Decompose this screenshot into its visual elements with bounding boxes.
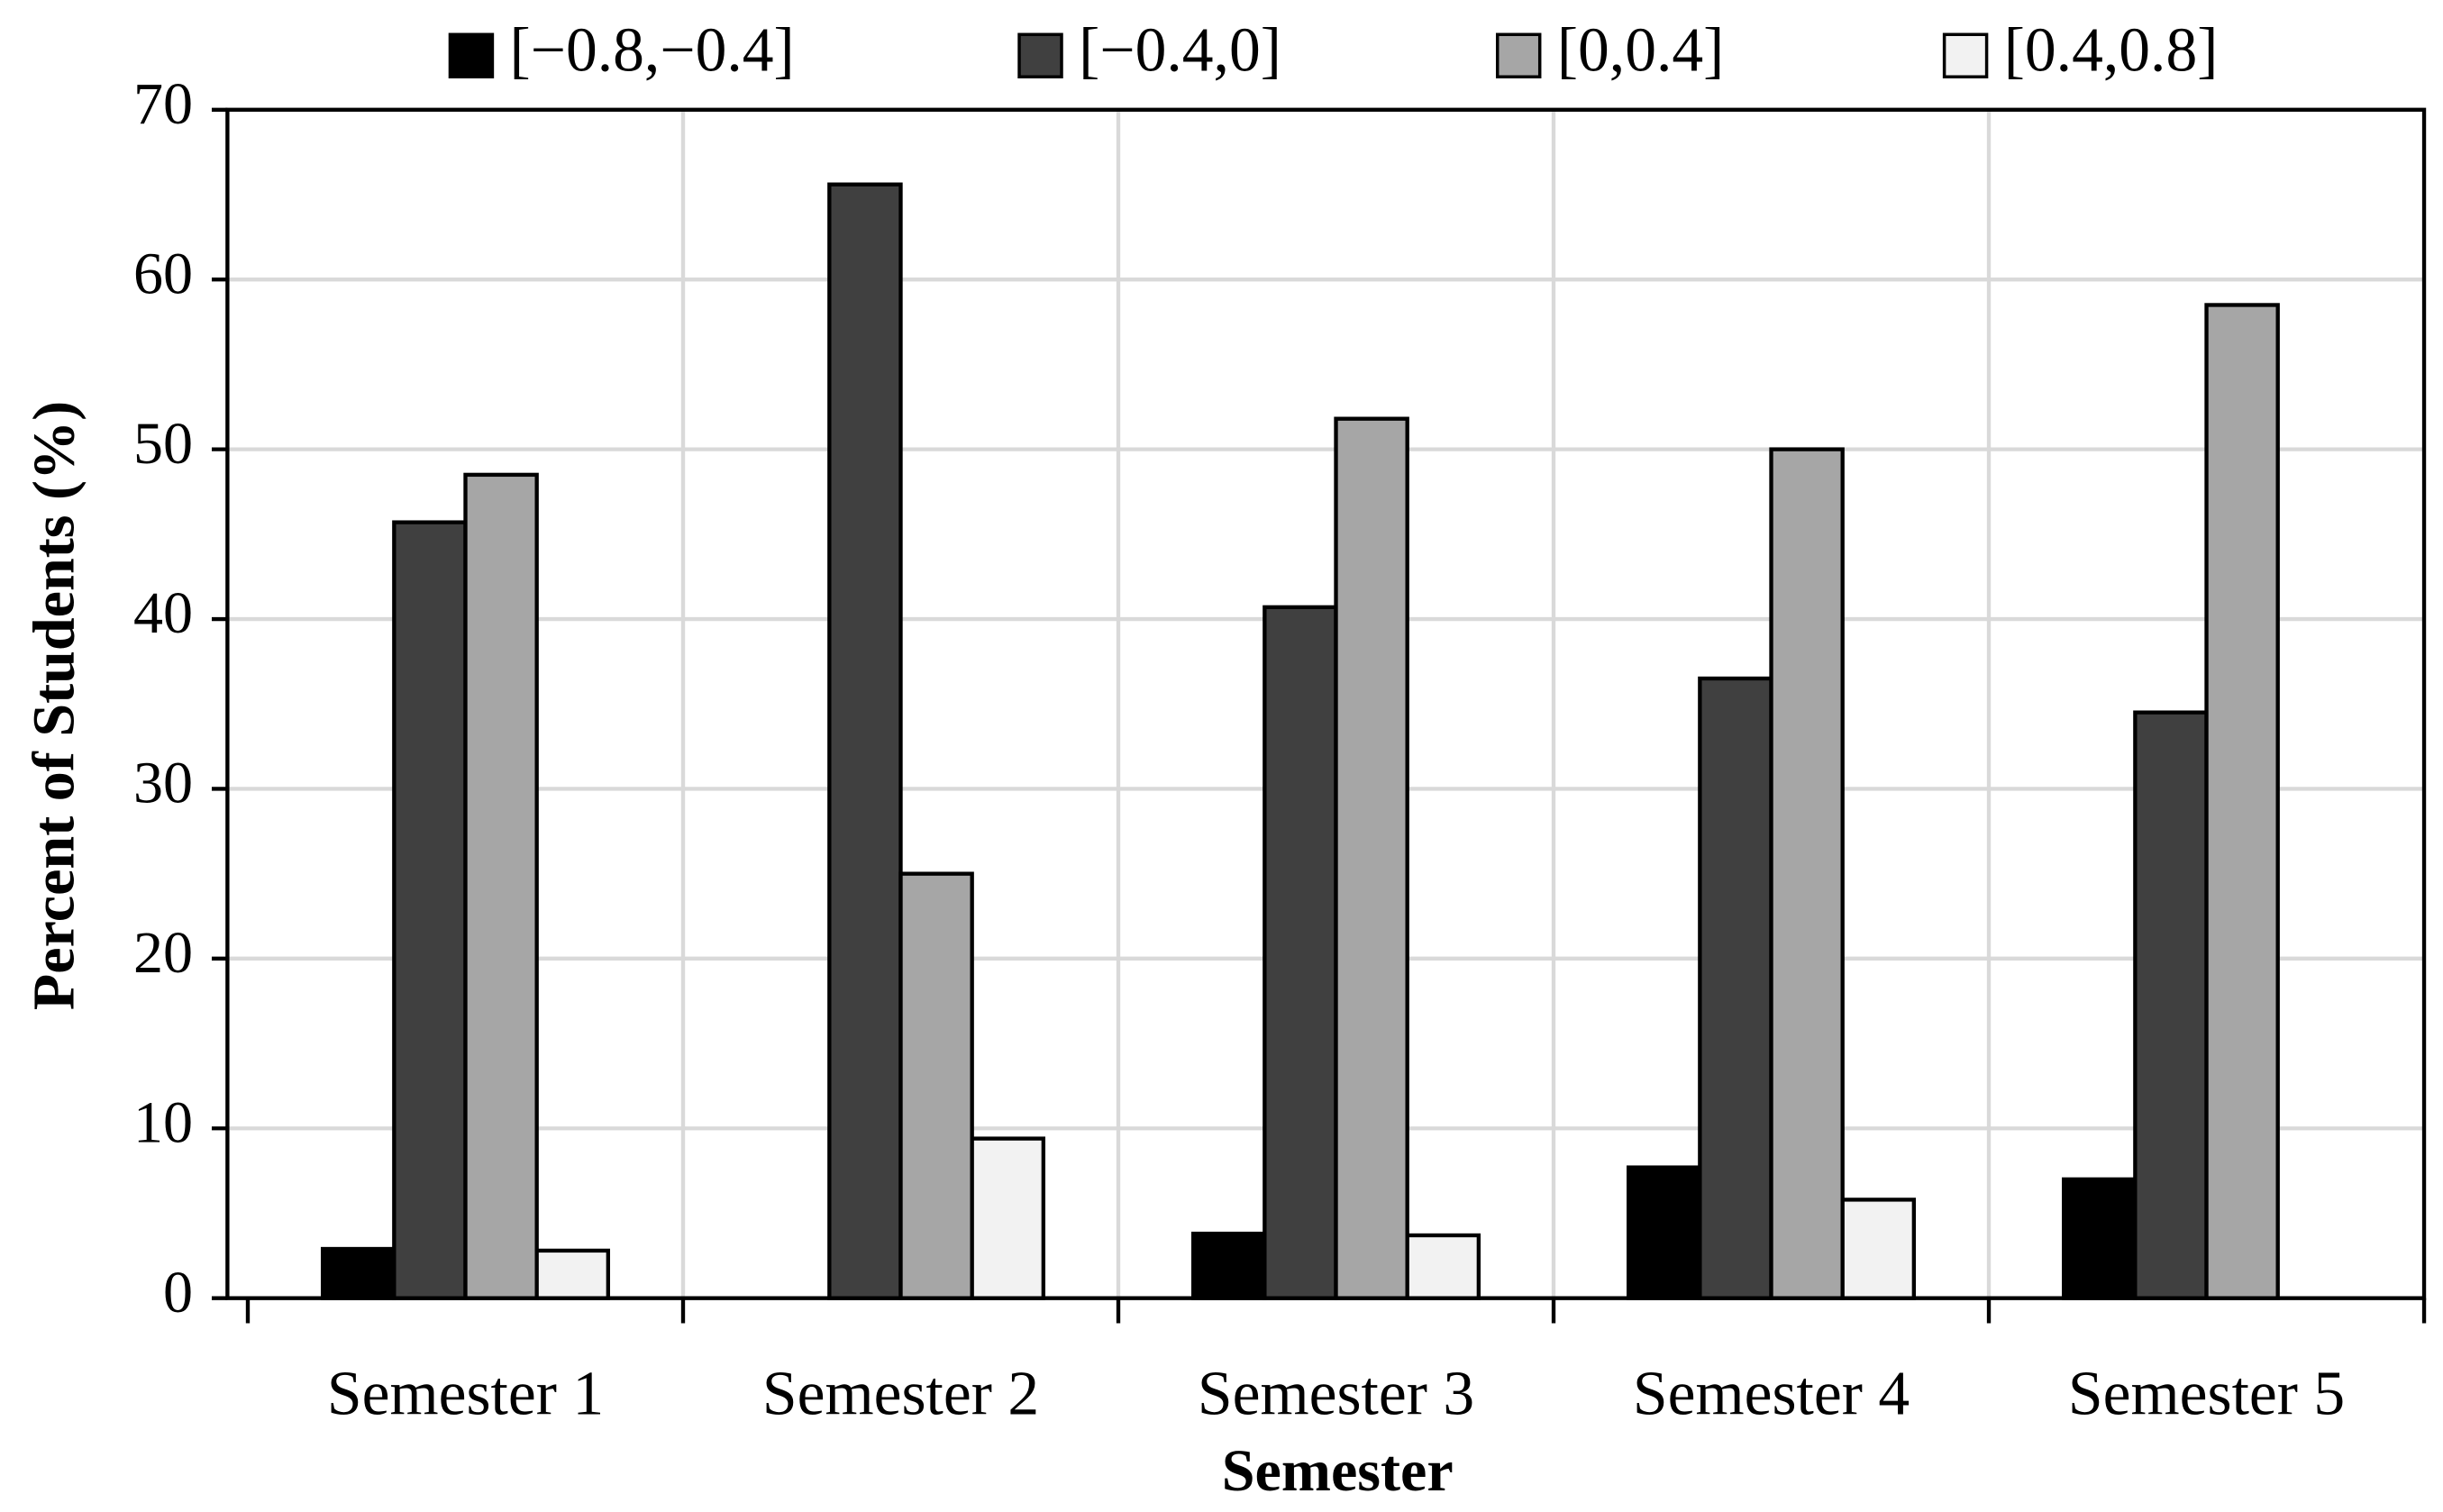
bar [1263,605,1338,1300]
legend-label: [0,0.4] [1557,16,1725,86]
x-tick-label: Semester 1 [327,1360,604,1429]
x-tick-label: Semester 5 [2068,1360,2345,1429]
bar [1334,416,1409,1300]
legend-swatch [448,32,495,78]
bar [827,182,903,1300]
y-tick-label: 30 [133,751,193,816]
x-tick-label: Semester 4 [1633,1360,1910,1429]
bar [1840,1198,1917,1300]
y-tick-label: 10 [133,1089,193,1155]
bar [534,1248,611,1300]
legend-label: [−0.8,−0.4] [510,16,795,86]
bar [2062,1177,2138,1300]
y-tick-label: 50 [133,411,193,477]
legend-label: [0.4,0.8] [2004,16,2219,86]
x-tick-label: Semester 3 [1198,1360,1474,1429]
bar [392,520,468,1300]
y-tick-label: 60 [133,241,193,306]
y-tick-label: 70 [133,71,193,137]
bar [970,1136,1046,1300]
legend-swatch [1017,32,1063,78]
bar [2133,710,2209,1300]
x-axis-title: Semester [1222,1438,1454,1504]
bar [320,1246,397,1300]
bar [1627,1165,1702,1300]
bar [1698,676,1773,1300]
legend-label: [−0.4,0] [1079,16,1281,86]
x-tick-label: Semester 2 [762,1360,1039,1429]
bar [463,472,539,1300]
bar [898,871,974,1300]
bar [1191,1231,1267,1300]
legend-swatch [1495,32,1542,78]
bar [1405,1233,1481,1300]
bar [2204,303,2280,1300]
y-axis-title: Percent of Students (%) [21,401,87,1010]
bar [1769,447,1845,1300]
y-tick-label: 40 [133,580,193,646]
y-tick-label: 20 [133,920,193,986]
legend-swatch [1942,32,1989,78]
y-tick-label: 0 [163,1260,193,1325]
